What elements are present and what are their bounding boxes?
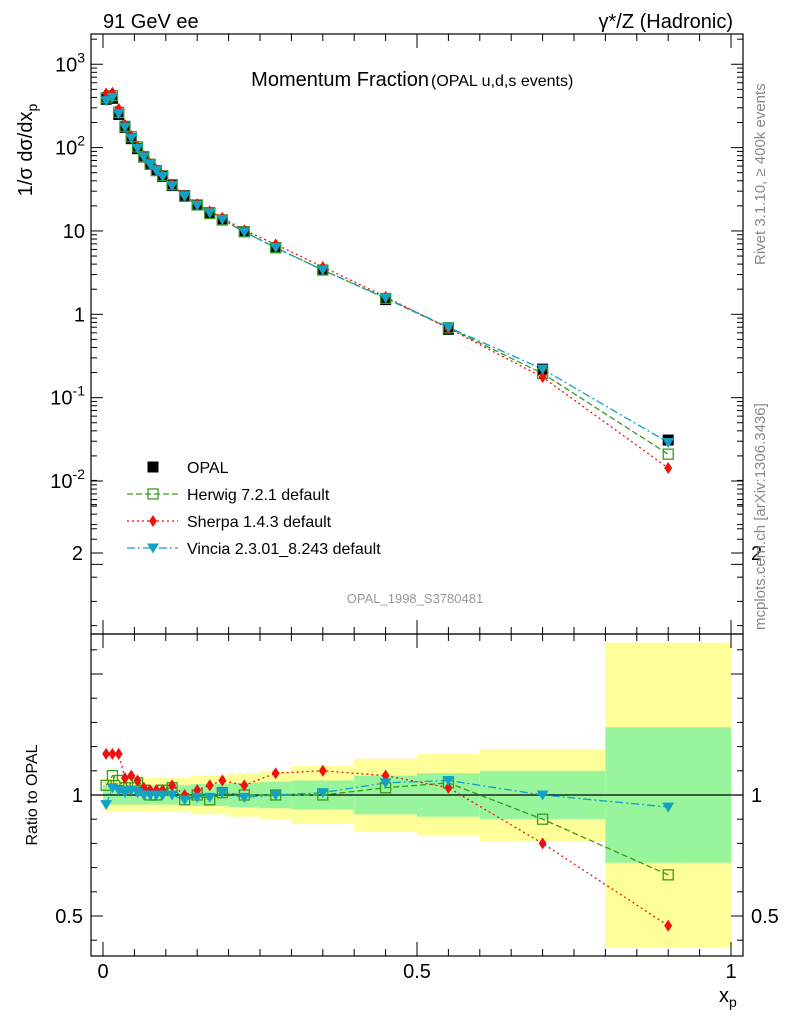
legend: OPAL Herwig 7.2.1 default Sherpa 1.4.3 def…	[127, 460, 381, 558]
watermark: OPAL_1998_S3780481	[347, 591, 483, 606]
ratio-herwig-line	[105, 774, 669, 876]
ratio-y-tick-label-right: 1	[751, 785, 762, 807]
herwig-line	[105, 94, 669, 455]
ratio-herwig-point	[536, 813, 549, 825]
legend-sherpa-marker	[149, 515, 157, 527]
ratio-sherpa-point	[318, 764, 327, 777]
vincia-point	[112, 109, 125, 120]
y-tick-label: 10-2	[50, 466, 85, 493]
ratio-sherpa-point	[114, 747, 123, 760]
ratio-vincia-point	[238, 792, 251, 803]
x-tick-label: 0.5	[403, 961, 431, 983]
ratio-y-tick-label-right: 2	[751, 543, 762, 565]
sherpa-point	[664, 462, 673, 475]
ratio-vincia-point	[536, 790, 549, 801]
vincia-point	[191, 200, 204, 211]
vincia-point	[316, 265, 329, 276]
vincia-point	[216, 215, 229, 226]
x-tick-label: 1	[725, 961, 736, 983]
ratio-sherpa-point	[218, 774, 227, 787]
vincia-line	[105, 96, 669, 444]
ratio-vincia-point	[442, 775, 455, 786]
plot-title-main: Momentum Fraction	[251, 69, 429, 91]
herwig-point	[662, 448, 674, 460]
legend-vincia-label: Vincia 2.3.01_8.243 default	[187, 541, 381, 558]
main-panel: 10-210-1110102103104 Momentum Fraction (…	[50, 33, 744, 635]
ratio-vincia-point	[316, 788, 329, 799]
x-tick-label: 0	[97, 961, 108, 983]
ratio-vincia-point	[118, 788, 131, 799]
ratio-vincia-point	[662, 802, 675, 813]
legend-opal-label: OPAL	[187, 460, 229, 477]
ratio-vincia-point	[191, 792, 204, 803]
ratio-sherpa-point	[133, 774, 142, 787]
ratio-vincia-point	[216, 788, 229, 799]
mcplots-label: mcplots.cern.ch [arXiv:1306.3436]	[752, 403, 769, 630]
vincia-point	[150, 166, 163, 177]
legend-herwig-marker	[147, 488, 159, 500]
ratio-vincia-point	[156, 790, 169, 801]
ratio-y-tick-label-left: 1	[72, 785, 83, 807]
ratio-sherpa-point	[240, 779, 249, 792]
ratio-vincia-point	[100, 800, 113, 811]
vincia-point	[662, 437, 675, 448]
ratio-sherpa-point	[108, 747, 117, 760]
header-right: γ*/Z (Hadronic)	[599, 11, 733, 33]
ratio-y-tick-label-right: 0.5	[751, 906, 779, 928]
vincia-point	[100, 96, 113, 107]
ratio-sherpa-point	[120, 772, 129, 785]
ratio-vincia-point	[203, 792, 216, 803]
ratio-y-tick-label-left: 2	[72, 543, 83, 565]
ratio-sherpa-point	[444, 781, 453, 794]
vincia-point	[166, 181, 179, 192]
ratio-sherpa-point	[664, 919, 673, 932]
vincia-point	[238, 227, 251, 238]
ratio-vincia-point	[269, 790, 282, 801]
ratio-sherpa-point	[168, 779, 177, 792]
legend-sherpa-label: Sherpa 1.4.3 default	[187, 514, 332, 531]
ratio-vincia-point	[178, 795, 191, 806]
x-axis-label: xp	[719, 985, 737, 1010]
vincia-point	[178, 191, 191, 202]
legend-herwig-label: Herwig 7.2.1 default	[187, 487, 330, 504]
vincia-point	[156, 172, 169, 183]
vincia-point	[536, 364, 549, 375]
ratio-vincia-point	[166, 790, 179, 801]
vincia-point	[125, 133, 138, 144]
vincia-point	[131, 143, 144, 154]
sherpa-line	[106, 92, 669, 469]
ratio-y-axis-label: Ratio to OPAL	[24, 744, 41, 845]
vincia-point	[203, 208, 216, 219]
plot-title: Momentum Fraction	[251, 69, 429, 91]
vincia-point	[144, 159, 157, 170]
vincia-point	[442, 322, 455, 333]
rivet-label: Rivet 3.1.10, ≥ 400k events	[752, 83, 769, 265]
ratio-herwig-point	[662, 869, 674, 881]
y-tick-label: 10-1	[50, 383, 85, 410]
y-tick-label: 103	[55, 49, 85, 76]
legend-opal-marker	[147, 461, 159, 473]
legend-vincia-marker	[147, 543, 159, 554]
ratio-sherpa-point	[127, 769, 136, 782]
plot-subtitle: (OPAL u,d,s events)	[431, 73, 573, 90]
ratio-panel: 0.5 0.5 1 1 2 2 0 0.5 1	[55, 479, 779, 983]
header-left: 91 GeV ee	[103, 11, 199, 33]
ratio-sherpa-point	[102, 747, 111, 760]
ratio-y-tick-label-left: 0.5	[55, 906, 83, 928]
ratio-sherpa-point	[271, 767, 280, 780]
y-tick-label: 10	[63, 221, 85, 243]
ratio-sherpa-point	[205, 779, 214, 792]
vincia-point	[118, 122, 131, 133]
ratio-sherpa-point	[538, 837, 547, 850]
y-tick-label: 1	[74, 304, 85, 326]
vincia-point	[379, 293, 392, 304]
vincia-point	[106, 92, 119, 103]
sherpa-point	[538, 371, 547, 384]
y-tick-label: 102	[55, 133, 85, 160]
vincia-point	[137, 152, 150, 163]
vincia-point	[269, 243, 282, 254]
ratio-vincia-point	[379, 778, 392, 789]
y-axis-label: 1/σ dσ/dxp	[15, 104, 40, 197]
